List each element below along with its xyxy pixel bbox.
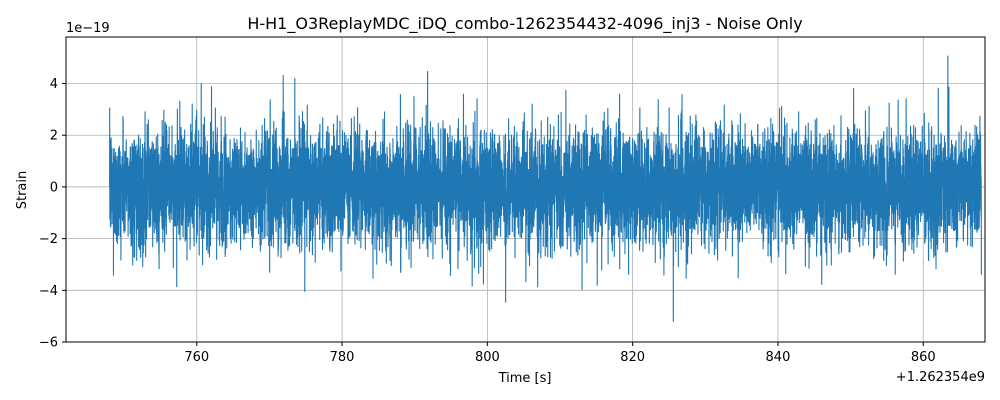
y-axis-label: Strain bbox=[15, 171, 30, 210]
x-tick-label: 800 bbox=[475, 350, 500, 365]
y-tick-label: 4 bbox=[50, 77, 58, 92]
x-tick-label: 760 bbox=[184, 350, 209, 365]
x-tick-label: 780 bbox=[330, 350, 355, 365]
x-tick-label: 840 bbox=[766, 350, 791, 365]
y-axis-ticks: −6 −4 −2 0 2 4 bbox=[39, 77, 66, 351]
y-tick-label: −6 bbox=[39, 336, 58, 351]
x-tick-label: 860 bbox=[911, 350, 936, 365]
y-tick-label: 0 bbox=[50, 180, 58, 195]
x-axis-label: Time [s] bbox=[498, 371, 552, 386]
x-offset-label: +1.262354e9 bbox=[896, 370, 985, 385]
y-tick-label: −2 bbox=[39, 232, 58, 247]
y-tick-label: 2 bbox=[50, 129, 58, 144]
x-axis-ticks: 760 780 800 820 840 860 bbox=[184, 342, 936, 365]
series-group bbox=[109, 55, 982, 322]
y-tick-label: −4 bbox=[39, 284, 58, 299]
x-tick-label: 820 bbox=[620, 350, 645, 365]
plot-frame bbox=[65, 36, 986, 343]
strain-series-line bbox=[109, 55, 982, 322]
chart-title: H-H1_O3ReplayMDC_iDQ_combo-1262354432-40… bbox=[247, 14, 802, 34]
y-scale-label: 1e−19 bbox=[66, 21, 110, 36]
